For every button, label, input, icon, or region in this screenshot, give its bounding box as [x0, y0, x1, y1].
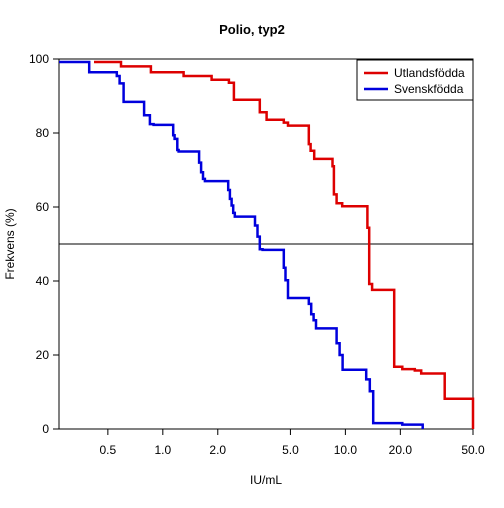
x-tick-label: 20.0	[389, 443, 413, 457]
y-tick-label: 0	[42, 422, 49, 436]
x-tick-label: 50.0	[461, 443, 485, 457]
legend: Utlandsfödda Svenskfödda	[356, 59, 474, 101]
x-axis-label: IU/mL	[250, 473, 282, 487]
y-tick-label: 100	[29, 52, 49, 66]
y-tick-label: 80	[36, 126, 50, 140]
x-tick-label: 1.0	[154, 443, 171, 457]
series-line-utlandsfodda	[94, 60, 475, 429]
y-axis: 0 20 40 60 80 100	[29, 52, 59, 436]
y-tick-label: 60	[36, 200, 50, 214]
chart-title: Polio, typ2	[219, 22, 285, 37]
x-tick-label: 2.0	[209, 443, 226, 457]
legend-box	[356, 59, 474, 101]
y-axis-label: Frekvens (%)	[3, 208, 17, 279]
y-tick-label: 20	[36, 348, 50, 362]
x-tick-label: 10.0	[334, 443, 358, 457]
y-tick-label: 40	[36, 274, 50, 288]
x-axis: 0.5 1.0 2.0 5.0 10.0 20.0 50.0	[100, 429, 485, 457]
series-line-svenskfodda	[59, 60, 424, 429]
x-tick-label: 5.0	[282, 443, 299, 457]
x-tick-label: 0.5	[100, 443, 117, 457]
series-layer	[59, 60, 475, 429]
legend-label-svenskfodda: Svenskfödda	[394, 82, 464, 96]
legend-label-utlandsfodda: Utlandsfödda	[394, 66, 465, 80]
